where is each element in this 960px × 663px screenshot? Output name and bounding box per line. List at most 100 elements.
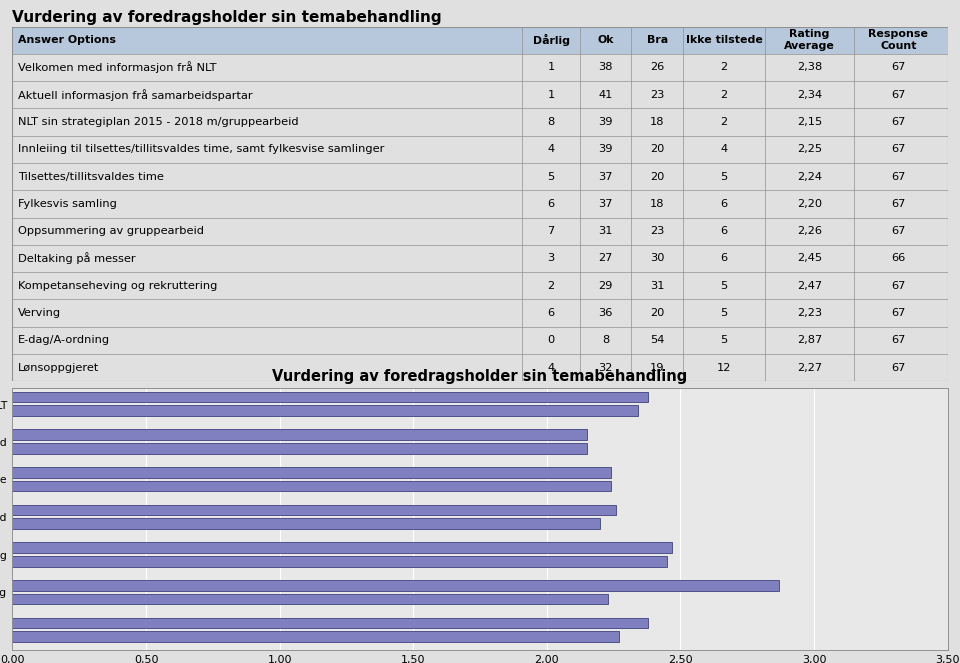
Bar (12, 618, 648, 629)
Text: 2: 2 (721, 90, 728, 99)
Title: Vurdering av foredragsholder sin temabehandling: Vurdering av foredragsholder sin temabeh… (273, 369, 687, 384)
Bar (12, 27, 948, 54)
Text: 2,45: 2,45 (797, 253, 822, 263)
Text: 67: 67 (891, 145, 905, 154)
Text: 36: 36 (599, 308, 612, 318)
Text: 67: 67 (891, 172, 905, 182)
Text: 29: 29 (599, 280, 612, 291)
Text: E-dag/A-ordning: E-dag/A-ordning (18, 335, 110, 345)
Text: 27: 27 (599, 253, 612, 263)
Text: 39: 39 (598, 145, 613, 154)
Text: Oppsummering av gruppearbeid: Oppsummering av gruppearbeid (18, 226, 204, 236)
Text: Fylkesvis samling: Fylkesvis samling (18, 199, 117, 209)
Text: 23: 23 (650, 90, 664, 99)
Text: Rating
Average: Rating Average (784, 29, 835, 51)
Text: 1: 1 (547, 62, 555, 72)
Text: 2,34: 2,34 (797, 90, 822, 99)
Text: 2: 2 (721, 117, 728, 127)
Text: 67: 67 (891, 117, 905, 127)
Text: Answer Options: Answer Options (18, 35, 116, 45)
Text: 20: 20 (650, 308, 664, 318)
Text: 18: 18 (650, 199, 664, 209)
Text: 5: 5 (720, 308, 728, 318)
Bar (12, 430, 587, 440)
Text: 67: 67 (891, 226, 905, 236)
Text: 7: 7 (547, 226, 555, 236)
Text: 30: 30 (650, 253, 664, 263)
Text: 41: 41 (599, 90, 612, 99)
Text: 2,24: 2,24 (797, 172, 822, 182)
Text: 67: 67 (891, 90, 905, 99)
Text: Aktuell informasjon frå samarbeidspartar: Aktuell informasjon frå samarbeidspartar (18, 89, 252, 101)
Bar (12, 443, 587, 453)
Text: 67: 67 (891, 308, 905, 318)
Bar (12, 594, 609, 605)
Text: Ikke tilstede: Ikke tilstede (685, 35, 762, 45)
Text: 37: 37 (598, 172, 613, 182)
Text: 26: 26 (650, 62, 664, 72)
Text: 2,87: 2,87 (797, 335, 822, 345)
Bar (12, 580, 780, 591)
Text: 32: 32 (599, 363, 612, 373)
Text: 67: 67 (891, 62, 905, 72)
Text: 2,38: 2,38 (797, 62, 822, 72)
Text: 5: 5 (720, 335, 728, 345)
Text: 2,15: 2,15 (797, 117, 822, 127)
Text: 6: 6 (547, 308, 555, 318)
Bar (12, 392, 648, 402)
Text: 6: 6 (721, 199, 728, 209)
Text: 31: 31 (598, 226, 613, 236)
Text: 2: 2 (547, 280, 555, 291)
Text: Verving: Verving (18, 308, 61, 318)
Text: Kompetanseheving og rekruttering: Kompetanseheving og rekruttering (18, 280, 218, 291)
Text: Vurdering av foredragsholder sin temabehandling: Vurdering av foredragsholder sin temabeh… (12, 10, 443, 25)
Text: 54: 54 (650, 335, 664, 345)
Text: 67: 67 (891, 280, 905, 291)
Text: 18: 18 (650, 117, 664, 127)
Text: 3: 3 (547, 253, 555, 263)
Text: 8: 8 (547, 117, 555, 127)
Text: 5: 5 (720, 172, 728, 182)
Text: 2: 2 (721, 62, 728, 72)
Text: Velkomen med informasjon frå NLT: Velkomen med informasjon frå NLT (18, 62, 217, 74)
Text: 31: 31 (650, 280, 664, 291)
Text: Response
Count: Response Count (869, 29, 928, 51)
Text: Innleiing til tilsettes/tillitsvaldes time, samt fylkesvise samlinger: Innleiing til tilsettes/tillitsvaldes ti… (18, 145, 384, 154)
Text: 1: 1 (547, 90, 555, 99)
Text: 6: 6 (721, 253, 728, 263)
Bar (12, 481, 611, 491)
Text: 6: 6 (547, 199, 555, 209)
Text: 4: 4 (721, 145, 728, 154)
Bar (12, 542, 672, 553)
Text: 5: 5 (720, 280, 728, 291)
Text: 2,25: 2,25 (797, 145, 822, 154)
Text: Dårlig: Dårlig (533, 34, 569, 46)
Text: 5: 5 (547, 172, 555, 182)
Text: 2,23: 2,23 (797, 308, 822, 318)
Bar (12, 467, 611, 477)
Text: Deltaking på messer: Deltaking på messer (18, 253, 135, 265)
Text: 38: 38 (598, 62, 613, 72)
Text: 66: 66 (891, 253, 905, 263)
Text: Tilsettes/tillitsvaldes time: Tilsettes/tillitsvaldes time (18, 172, 164, 182)
Bar (12, 556, 667, 567)
Text: 0: 0 (547, 335, 555, 345)
Text: 2,26: 2,26 (797, 226, 822, 236)
Text: NLT sin strategiplan 2015 - 2018 m/gruppearbeid: NLT sin strategiplan 2015 - 2018 m/grupp… (18, 117, 299, 127)
Bar (12, 631, 619, 642)
Text: 23: 23 (650, 226, 664, 236)
Bar (12, 405, 637, 416)
Text: 6: 6 (721, 226, 728, 236)
Text: 67: 67 (891, 363, 905, 373)
Text: 8: 8 (602, 335, 610, 345)
Text: 4: 4 (547, 363, 555, 373)
Bar (12, 505, 616, 515)
Text: 4: 4 (547, 145, 555, 154)
Text: 20: 20 (650, 172, 664, 182)
Text: 20: 20 (650, 145, 664, 154)
Text: 67: 67 (891, 199, 905, 209)
Text: 39: 39 (598, 117, 613, 127)
Text: Bra: Bra (647, 35, 668, 45)
Text: 19: 19 (650, 363, 664, 373)
Bar (12, 518, 600, 529)
